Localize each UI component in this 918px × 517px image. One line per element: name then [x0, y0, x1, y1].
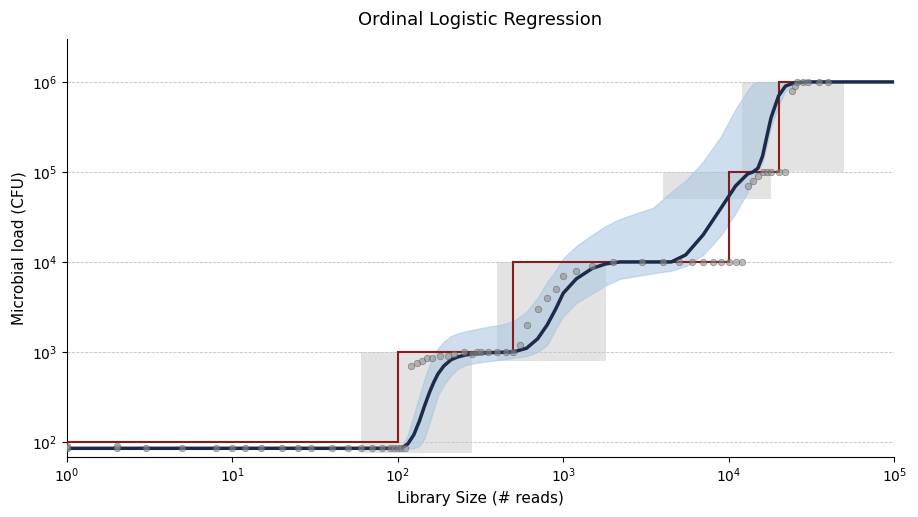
Bar: [361, 352, 472, 453]
Point: [795, 78, 810, 86]
Point: [109, 444, 124, 452]
Point: [424, 354, 439, 362]
Point: [225, 444, 240, 452]
Point: [821, 78, 835, 86]
Point: [447, 350, 462, 358]
Point: [790, 78, 805, 86]
Point: [751, 172, 766, 180]
Point: [812, 78, 826, 86]
Point: [548, 285, 563, 293]
Point: [469, 348, 484, 356]
Point: [728, 258, 743, 266]
Point: [672, 258, 687, 266]
Point: [696, 258, 711, 266]
X-axis label: Library Size (# reads): Library Size (# reads): [397, 491, 564, 506]
Point: [531, 305, 545, 313]
Point: [506, 348, 521, 356]
Point: [420, 354, 434, 362]
Point: [714, 258, 729, 266]
Point: [498, 348, 513, 356]
Point: [60, 444, 74, 452]
Point: [60, 442, 74, 450]
Bar: [663, 172, 771, 199]
Point: [520, 321, 534, 329]
Point: [788, 82, 802, 90]
Point: [390, 444, 405, 452]
Point: [274, 444, 289, 452]
Point: [585, 262, 599, 270]
Point: [685, 258, 700, 266]
Point: [705, 258, 720, 266]
Bar: [742, 82, 845, 172]
Point: [375, 444, 389, 452]
Point: [771, 168, 786, 176]
Point: [238, 444, 252, 452]
Point: [404, 362, 419, 370]
Point: [490, 348, 505, 356]
Point: [456, 348, 471, 356]
Point: [655, 258, 670, 266]
Point: [386, 444, 401, 452]
Point: [364, 444, 379, 452]
Point: [60, 444, 74, 452]
Point: [209, 444, 224, 452]
Point: [441, 352, 455, 360]
Point: [397, 444, 412, 452]
Point: [415, 357, 430, 365]
Y-axis label: Microbial load (CFU): Microbial load (CFU): [11, 171, 26, 325]
Title: Ordinal Logistic Regression: Ordinal Logistic Regression: [358, 11, 602, 29]
Point: [569, 267, 584, 275]
Point: [409, 359, 424, 367]
Point: [432, 352, 447, 360]
Point: [740, 182, 755, 190]
Point: [291, 444, 306, 452]
Point: [394, 444, 409, 452]
Point: [800, 78, 815, 86]
Point: [383, 444, 397, 452]
Point: [254, 444, 269, 452]
Point: [139, 444, 153, 452]
Point: [778, 168, 793, 176]
Point: [759, 168, 774, 176]
Point: [734, 258, 749, 266]
Point: [480, 348, 495, 356]
Point: [353, 444, 368, 452]
Bar: [498, 262, 606, 361]
Point: [341, 444, 355, 452]
Point: [474, 348, 488, 356]
Point: [722, 258, 736, 266]
Point: [175, 444, 190, 452]
Point: [109, 442, 124, 450]
Point: [784, 86, 799, 95]
Point: [756, 168, 770, 176]
Point: [606, 258, 621, 266]
Point: [635, 258, 650, 266]
Point: [764, 168, 778, 176]
Point: [540, 294, 554, 302]
Point: [304, 444, 319, 452]
Point: [325, 444, 340, 452]
Point: [556, 272, 571, 280]
Point: [513, 341, 528, 349]
Point: [745, 176, 760, 185]
Point: [465, 350, 479, 358]
